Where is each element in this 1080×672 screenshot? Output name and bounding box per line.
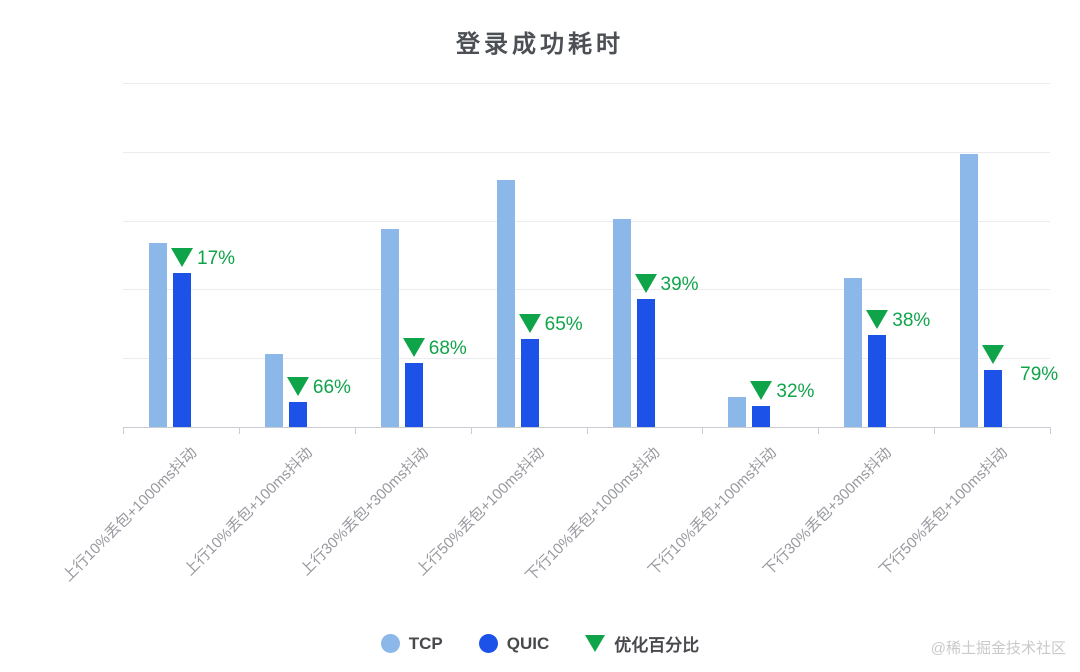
optimization-marker-icon[interactable]	[171, 247, 193, 267]
quic-bar[interactable]	[173, 272, 191, 427]
quic-bar[interactable]	[984, 369, 1003, 427]
gridline	[123, 220, 1050, 222]
x-axis-tick	[354, 427, 356, 434]
tcp-bar[interactable]	[380, 228, 399, 427]
watermark: @稀土掘金技术社区	[930, 640, 1066, 657]
optimization-percent-label: 39%	[660, 274, 699, 296]
legend: TCP QUIC 优化百分比	[0, 631, 1080, 656]
gridline	[123, 289, 1050, 291]
x-axis-label: 上行50%丢包+100ms抖动	[412, 444, 548, 580]
triangle-down-icon	[585, 635, 606, 652]
legend-item-optimization[interactable]: 优化百分比	[585, 631, 699, 656]
optimization-percent-label: 79%	[1020, 363, 1059, 385]
gridline	[123, 83, 1050, 84]
optimization-marker-icon[interactable]	[866, 309, 889, 329]
x-axis-label: 下行30%丢包+300ms抖动	[760, 444, 896, 580]
chart-title: 登录成功耗时	[456, 31, 624, 58]
tcp-bar[interactable]	[960, 153, 979, 427]
optimization-marker-icon[interactable]	[634, 274, 657, 294]
quic-bar[interactable]	[636, 299, 655, 427]
x-axis-tick	[238, 427, 240, 434]
optimization-marker-icon[interactable]	[982, 344, 1005, 364]
quic-bar[interactable]	[520, 338, 539, 427]
optimization-marker-icon[interactable]	[518, 313, 541, 333]
x-axis-tick	[934, 427, 936, 434]
x-axis-label: 上行30%丢包+300ms抖动	[296, 444, 432, 580]
tcp-bar[interactable]	[264, 354, 283, 427]
x-axis-tick	[702, 427, 704, 434]
x-axis-tick	[470, 427, 472, 434]
x-axis-tick	[818, 427, 820, 434]
x-axis-tick	[1050, 427, 1051, 434]
tcp-bar[interactable]	[728, 396, 747, 427]
x-axis-label: 下行50%丢包+100ms抖动	[876, 444, 1012, 580]
quic-bar[interactable]	[404, 363, 423, 427]
optimization-marker-icon[interactable]	[402, 338, 425, 358]
tcp-bar[interactable]	[612, 219, 631, 427]
x-axis-tick	[123, 427, 124, 434]
legend-item-quic[interactable]: QUIC	[478, 633, 550, 654]
tcp-bar[interactable]	[496, 180, 515, 427]
quic-bar[interactable]	[752, 406, 771, 427]
x-axis-tick	[586, 427, 588, 434]
legend-item-tcp[interactable]: TCP	[380, 633, 443, 654]
legend-label-quic: QUIC	[506, 633, 550, 653]
legend-label-tcp: TCP	[408, 633, 443, 653]
tcp-bar[interactable]	[844, 277, 863, 427]
tcp-bar[interactable]	[149, 243, 167, 427]
x-axis-label: 上行10%丢包+100ms抖动	[181, 444, 316, 580]
optimization-marker-icon[interactable]	[286, 377, 309, 397]
plot-area: 17% 上行10%丢包+1000ms抖动 66% 上行10%丢包+100ms抖动 68%…	[59, 83, 1058, 585]
gridline	[123, 358, 1050, 360]
legend-label-optimization: 优化百分比	[614, 636, 700, 655]
optimization-percent-label: 65%	[544, 313, 583, 335]
quic-legend-circle-icon	[478, 634, 498, 653]
x-axis-label: 下行10%丢包+100ms抖动	[644, 444, 780, 580]
optimization-percent-label: 66%	[312, 377, 351, 399]
optimization-percent-label: 38%	[892, 309, 931, 331]
quic-bar[interactable]	[288, 402, 307, 427]
optimization-percent-label: 17%	[197, 247, 236, 269]
quic-bar[interactable]	[868, 334, 887, 427]
optimization-percent-label: 68%	[428, 338, 467, 360]
gridline	[123, 151, 1050, 153]
optimization-percent-label: 32%	[776, 381, 815, 403]
optimization-marker-icon[interactable]	[750, 381, 773, 401]
tcp-legend-circle-icon	[380, 634, 400, 653]
